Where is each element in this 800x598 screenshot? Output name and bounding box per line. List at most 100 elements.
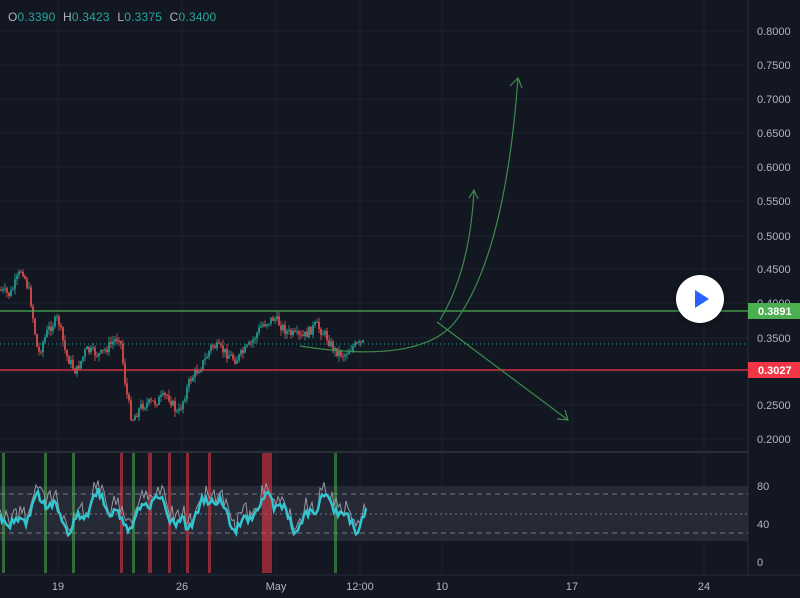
resistance-price-tag	[748, 303, 800, 319]
candle-body	[310, 326, 312, 335]
candle-body	[300, 334, 302, 336]
candle-body	[256, 332, 258, 339]
candle-body	[214, 346, 216, 349]
price-tick-label: 0.6500	[757, 128, 791, 140]
candle-body	[106, 349, 108, 353]
candle-body	[114, 339, 116, 342]
price-tick-label: 0.7500	[757, 60, 791, 72]
candle-body	[50, 326, 52, 332]
candle-body	[198, 371, 200, 374]
candle-body	[118, 340, 120, 342]
play-icon	[695, 290, 709, 308]
candle-body	[90, 347, 92, 353]
candle-body	[38, 347, 40, 352]
candle-body	[228, 355, 230, 359]
candle-body	[70, 360, 72, 365]
support-price-text: 0.3027	[758, 365, 792, 377]
candle-body	[20, 271, 22, 273]
oscillator-signal-bar	[168, 453, 171, 573]
candle-body	[126, 383, 128, 395]
candle-body	[172, 400, 174, 406]
candle-body	[258, 327, 260, 333]
candle-body	[2, 288, 4, 291]
candle-body	[86, 346, 88, 350]
projection-curve-mid[interactable]	[439, 189, 475, 321]
candle-body	[116, 339, 118, 341]
candle-body	[112, 341, 114, 344]
candle-body	[74, 368, 76, 374]
projection-drawings[interactable]	[299, 76, 569, 421]
candle-body	[40, 351, 42, 353]
replay-play-button[interactable]	[676, 275, 724, 323]
candle-body	[150, 399, 152, 401]
time-tick-label: May	[266, 581, 287, 593]
candle-body	[152, 400, 154, 402]
price-tick-label: 0.8000	[757, 26, 791, 38]
candle-body	[324, 331, 326, 335]
candle-body	[234, 359, 236, 364]
candle-body	[362, 340, 364, 343]
oscillator-tick-label: 0	[757, 557, 763, 569]
candle-body	[322, 334, 324, 336]
candle-body	[348, 351, 350, 355]
candle-body	[312, 325, 314, 335]
candle-body	[272, 317, 274, 321]
low-value: 0.3375	[124, 10, 163, 24]
candle-body	[328, 340, 330, 346]
candle-body	[318, 322, 320, 329]
candle-body	[254, 338, 256, 340]
candle-body	[130, 400, 132, 420]
candle-body	[64, 340, 66, 350]
candle-body	[250, 342, 252, 344]
high-label: H	[63, 10, 72, 24]
candle-body	[32, 306, 34, 319]
arrow-head-down	[556, 409, 569, 421]
candle-body	[340, 350, 342, 357]
candle-body	[60, 324, 62, 327]
candle-body	[98, 353, 100, 357]
candle-body	[282, 324, 284, 331]
candle-body	[166, 395, 168, 397]
candle-body	[342, 356, 344, 358]
candle-body	[22, 271, 24, 277]
projection-down[interactable]	[436, 321, 569, 421]
candle-body	[134, 415, 136, 421]
candle-body	[108, 342, 110, 353]
candle-body	[164, 392, 166, 396]
oscillator-signal-bar	[186, 453, 189, 573]
projection-curve-high[interactable]	[299, 77, 519, 353]
candle-body	[184, 399, 186, 402]
arrow-head-high	[509, 76, 523, 89]
time-tick-label: 19	[52, 581, 64, 593]
candle-body	[336, 347, 338, 356]
candle-body	[210, 345, 212, 352]
candle-body	[186, 387, 188, 400]
oscillator-axis: 80 40 0	[757, 481, 769, 569]
candle-body	[302, 335, 304, 337]
candle-body	[334, 347, 336, 352]
candle-body	[68, 356, 70, 365]
oscillator-signal-bar	[44, 453, 47, 573]
candle-body	[226, 348, 228, 359]
price-tick-label: 0.5500	[757, 196, 791, 208]
candle-body	[296, 331, 298, 333]
close-label: C	[169, 10, 179, 24]
candle-body	[132, 419, 134, 421]
candle-body	[236, 360, 238, 364]
candle-body	[240, 350, 242, 355]
candle-body	[162, 392, 164, 396]
price-axis[interactable]: 0.8000 0.7500 0.7000 0.6500 0.6000 0.5500 0.50…	[757, 26, 791, 446]
candle-body	[160, 395, 162, 398]
candle-body	[18, 271, 20, 276]
candle-body	[122, 343, 124, 364]
candle-body	[276, 316, 278, 320]
candle-body	[0, 290, 2, 291]
candle-body	[224, 348, 226, 353]
candle-body	[338, 350, 340, 356]
time-axis[interactable]: 19 26 May 12:00 10 17 24	[52, 581, 710, 593]
candle-body	[238, 354, 240, 361]
candle-body	[158, 397, 160, 405]
oscillator-signal-bar	[208, 453, 211, 573]
